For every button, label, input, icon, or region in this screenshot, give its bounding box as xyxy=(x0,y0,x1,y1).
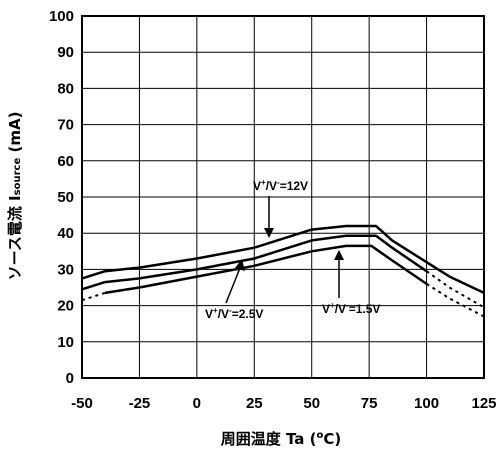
annotation-1-5v-arrowhead xyxy=(334,250,344,260)
x-tick-label: 0 xyxy=(193,395,201,412)
annotation-1-5v: V+/V-=1.5V xyxy=(322,250,380,316)
annotation-1-5v-label: V+/V-=1.5V xyxy=(322,301,380,316)
annotation-2-5v: V+/V-=2.5V xyxy=(205,259,263,321)
annotation-12v: V+/V-=12V xyxy=(253,178,308,238)
y-tick-label: 80 xyxy=(57,80,74,97)
series-line-1-dotted-tail xyxy=(426,270,485,309)
y-tick-label: 10 xyxy=(57,334,74,351)
x-tick-labels: -50 -25 0 25 50 75 100 125 xyxy=(71,395,496,412)
y-axis-label: ソース電流 Isource (mA) xyxy=(6,112,24,281)
annotation-2-5v-arrowhead xyxy=(235,259,245,271)
plot-frame xyxy=(81,15,485,379)
series-lines xyxy=(81,224,485,318)
x-tick-label: 50 xyxy=(303,395,320,412)
y-tick-label: 70 xyxy=(57,117,74,134)
series-line-2-dotted-head xyxy=(81,291,106,302)
y-tick-labels: 0 10 20 30 40 50 60 70 80 90 100 xyxy=(49,8,74,387)
series-line-2 xyxy=(104,244,428,295)
annotation-2-5v-label: V+/V-=2.5V xyxy=(205,306,263,321)
annotation-12v-label: V+/V-=12V xyxy=(253,178,308,193)
x-tick-label: 25 xyxy=(246,395,263,412)
series-line-0 xyxy=(81,224,485,295)
x-tick-label: 100 xyxy=(414,395,439,412)
y-tick-label: 40 xyxy=(57,225,74,242)
y-tick-label: 30 xyxy=(57,261,74,278)
y-tick-label: 100 xyxy=(49,8,74,25)
series-line-2-dotted-tail xyxy=(426,283,485,318)
grid-lines xyxy=(81,15,485,379)
x-tick-label: -25 xyxy=(129,395,151,412)
x-tick-label: 125 xyxy=(471,395,496,412)
x-axis-label: 周囲温度 Ta (oC) xyxy=(221,430,341,448)
annotation-12v-arrowhead xyxy=(264,228,274,238)
annotation-2-5v-arrow xyxy=(225,267,241,304)
y-tick-label: 60 xyxy=(57,153,74,170)
y-tick-label: 50 xyxy=(57,189,74,206)
x-tick-label: 75 xyxy=(361,395,378,412)
y-tick-label: 90 xyxy=(57,44,74,61)
x-tick-label: -50 xyxy=(71,395,93,412)
y-tick-label: 20 xyxy=(57,298,74,315)
y-tick-label: 0 xyxy=(66,370,74,387)
series-line-1 xyxy=(81,234,428,291)
